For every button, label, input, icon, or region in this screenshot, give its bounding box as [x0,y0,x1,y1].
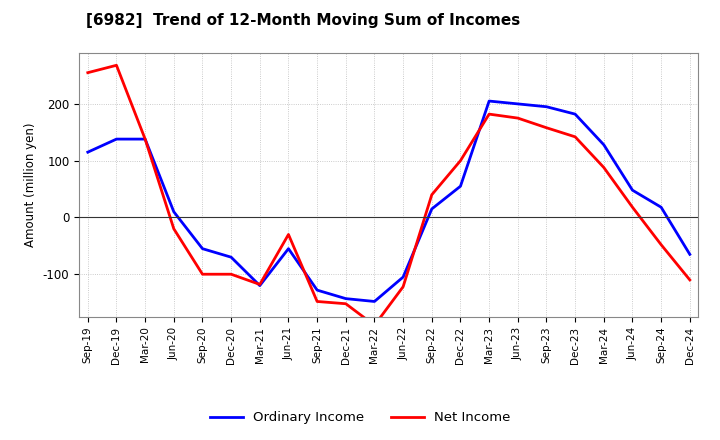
Net Income [227,271,235,277]
Ordinary Income [198,246,207,251]
Ordinary Income [169,209,178,214]
Net Income [256,282,264,287]
Net Income [284,232,293,237]
Net Income [571,134,580,139]
Ordinary Income [542,104,551,110]
Net Income [456,158,465,163]
Ordinary Income [628,187,636,193]
Net Income [370,323,379,328]
Net Income [169,226,178,231]
Net Income [513,115,522,121]
Ordinary Income [685,252,694,257]
Net Income [112,62,121,68]
Ordinary Income [456,183,465,189]
Ordinary Income [428,206,436,212]
Ordinary Income [513,101,522,106]
Y-axis label: Amount (million yen): Amount (million yen) [24,123,37,247]
Net Income [600,165,608,170]
Net Income [428,192,436,198]
Ordinary Income [657,205,665,210]
Ordinary Income [485,99,493,104]
Net Income [312,299,321,304]
Ordinary Income [341,296,350,301]
Net Income [542,125,551,130]
Ordinary Income [399,275,408,280]
Ordinary Income [571,111,580,117]
Net Income [628,205,636,210]
Net Income [198,271,207,277]
Net Income [685,277,694,282]
Ordinary Income [284,246,293,251]
Legend: Ordinary Income, Net Income: Ordinary Income, Net Income [204,405,516,429]
Net Income [399,284,408,290]
Ordinary Income [312,287,321,293]
Text: [6982]  Trend of 12-Month Moving Sum of Incomes: [6982] Trend of 12-Month Moving Sum of I… [86,13,521,28]
Net Income [657,242,665,247]
Ordinary Income [112,136,121,142]
Ordinary Income [227,255,235,260]
Net Income [485,111,493,117]
Ordinary Income [84,150,92,155]
Line: Net Income: Net Income [88,65,690,325]
Ordinary Income [256,283,264,288]
Net Income [341,301,350,306]
Ordinary Income [600,142,608,147]
Ordinary Income [141,136,150,142]
Line: Ordinary Income: Ordinary Income [88,101,690,301]
Ordinary Income [370,299,379,304]
Net Income [84,70,92,75]
Net Income [141,136,150,142]
